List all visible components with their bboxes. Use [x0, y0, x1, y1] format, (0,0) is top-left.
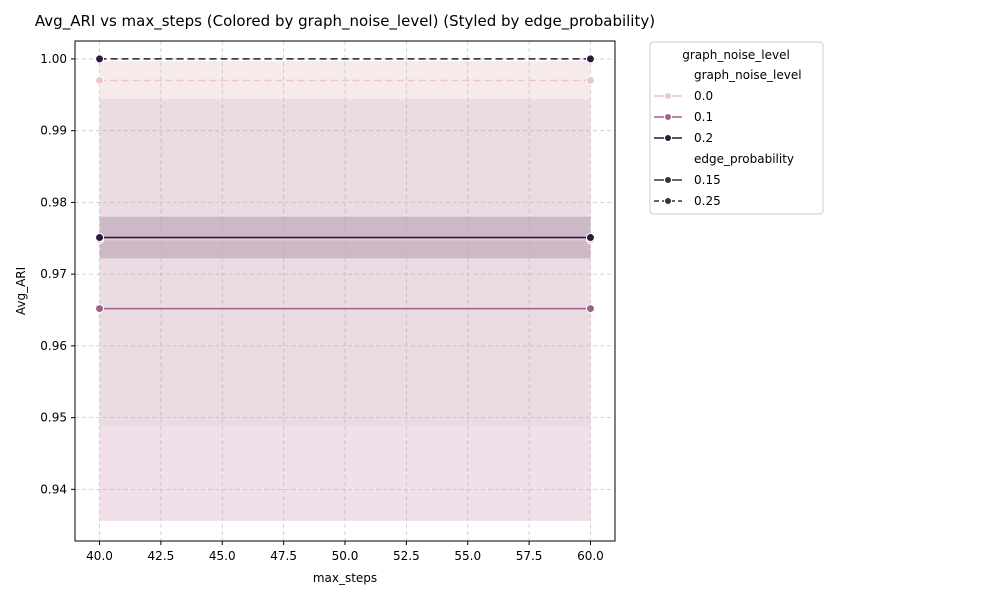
- confidence-bands: [99, 61, 591, 521]
- x-tick-label-3: 47.5: [270, 549, 297, 563]
- legend-title: graph_noise_level: [682, 48, 790, 62]
- y-tick-label-1: 0.95: [40, 411, 67, 425]
- legend-style-marker-0: [664, 176, 672, 184]
- legend-hue-label-1: 0.1: [694, 110, 713, 124]
- legend-hue-header: graph_noise_level: [694, 68, 802, 82]
- y-tick-label-4: 0.98: [40, 195, 67, 209]
- y-axis-label: Avg_ARI: [14, 267, 28, 315]
- series-point-2-1: [585, 304, 595, 314]
- legend-style-header: edge_probability: [694, 152, 794, 166]
- x-tick-label-4: 50.0: [332, 549, 359, 563]
- chart-title: Avg_ARI vs max_steps (Colored by graph_n…: [35, 12, 655, 31]
- y-tick-label-0: 0.94: [40, 482, 67, 496]
- legend-box: [649, 41, 824, 215]
- legend-hue-marker-1: [664, 113, 672, 121]
- x-tick-label-0: 40.0: [86, 549, 113, 563]
- x-tick-label-5: 52.5: [393, 549, 420, 563]
- legend-hue-marker-2: [664, 134, 672, 142]
- series-point-0-0: [95, 75, 105, 85]
- legend-hue-marker-0: [664, 92, 672, 100]
- legend-style-label-1: 0.25: [694, 194, 721, 208]
- legend-hue-label-0: 0.0: [694, 89, 713, 103]
- legend-style-label-0: 0.15: [694, 173, 721, 187]
- x-axis: 40.0 42.5 45.0 47.5 50.0 52.5 55.0 57.5 60.0: [86, 541, 604, 563]
- series-point-4-0: [95, 54, 105, 64]
- series-lines: [95, 54, 595, 314]
- x-tick-label-7: 57.5: [516, 549, 543, 563]
- series-point-3-0: [95, 233, 105, 243]
- series-point-3-1: [585, 233, 595, 243]
- x-tick-label-8: 60.0: [577, 549, 604, 563]
- y-tick-label-6: 1.00: [40, 52, 67, 66]
- legend: graph_noise_level graph_noise_level 0.00…: [649, 41, 824, 215]
- x-tick-label-1: 42.5: [148, 549, 175, 563]
- y-tick-label-5: 0.99: [40, 124, 67, 138]
- series-point-4-1: [585, 54, 595, 64]
- y-tick-label-2: 0.96: [40, 339, 67, 353]
- legend-style-marker-1: [664, 197, 672, 205]
- y-tick-label-3: 0.97: [40, 267, 67, 281]
- x-tick-label-2: 45.0: [209, 549, 236, 563]
- x-axis-label: max_steps: [313, 571, 377, 585]
- legend-hue-label-2: 0.2: [694, 131, 713, 145]
- legend-hue-entries: 0.0 0.1 0.2: [654, 89, 713, 145]
- legend-style-entries: 0.15 0.25: [654, 173, 721, 208]
- x-tick-label-6: 55.0: [454, 549, 481, 563]
- y-axis: 0.94 0.95 0.96 0.97 0.98 0.99 1.00: [40, 52, 75, 496]
- series-point-0-1: [585, 75, 595, 85]
- series-point-2-0: [95, 304, 105, 314]
- grid-lines: [75, 41, 615, 541]
